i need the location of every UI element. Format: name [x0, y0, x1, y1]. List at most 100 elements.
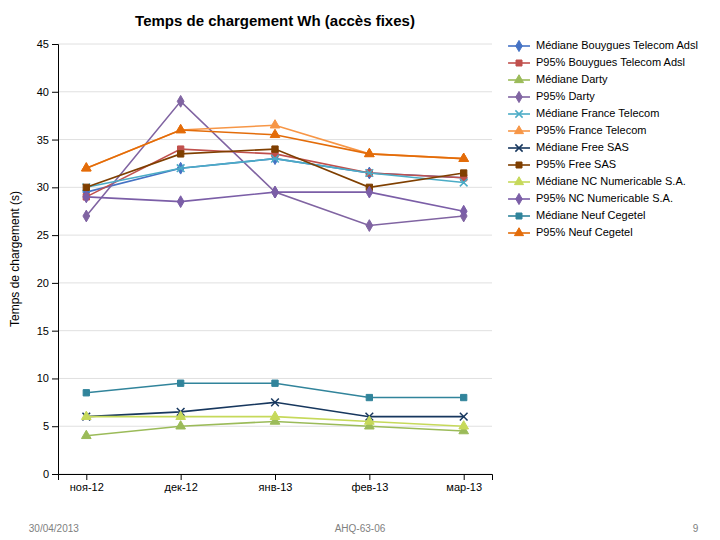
x-tick-label: мар-13: [446, 481, 482, 493]
point-marker: [365, 416, 375, 424]
legend-item: P95% France Telecom: [508, 124, 646, 136]
legend-label: Médiane NC Numericable S.A.: [536, 175, 686, 187]
legend-label: P95% Neuf Cegetel: [536, 226, 633, 238]
point-marker: [81, 163, 91, 171]
y-tick-mark: [52, 235, 58, 236]
point-marker: [272, 380, 278, 386]
point-marker: [270, 120, 280, 128]
point-marker: [177, 151, 183, 157]
series: [83, 146, 467, 200]
point-marker: [176, 411, 186, 419]
point-marker: [460, 179, 468, 187]
series: [81, 124, 468, 171]
series-line: [86, 159, 463, 188]
y-tick-mark: [52, 187, 58, 188]
legend-item: Médiane Free SAS: [508, 141, 629, 153]
legend-label: Médiane Darty: [536, 73, 608, 85]
series: [83, 186, 467, 217]
legend-item: P95% Bouygues Telecom Adsl: [508, 56, 685, 68]
y-tick: 20: [37, 277, 58, 289]
chart-title: Temps de chargement Wh (accès fixes): [135, 12, 415, 29]
point-marker: [272, 146, 278, 152]
x-tick: мар-13: [446, 474, 482, 493]
legend-swatch-marker: [516, 193, 522, 204]
y-tick-label: 20: [37, 277, 49, 289]
legend-swatch-marker: [516, 40, 522, 51]
point-marker: [83, 191, 90, 203]
point-marker: [176, 124, 186, 132]
legend-item: P95% Darty: [508, 90, 595, 103]
y-tick-label: 5: [43, 420, 49, 432]
chart-svg: 051015202530354045ноя-12дек-12янв-13фев-…: [0, 0, 720, 540]
x-tick-label: янв-13: [259, 481, 293, 493]
point-marker: [81, 430, 91, 438]
y-tick-mark: [52, 44, 58, 45]
series: [83, 95, 467, 231]
series-line: [86, 149, 463, 187]
legend-label: P95% France Telecom: [536, 124, 646, 136]
legend-item: Médiane Bouygues Telecom Adsl: [508, 39, 698, 52]
point-marker: [271, 399, 279, 407]
y-axis-title: Temps de chargement (s): [8, 191, 22, 327]
grid-line: [58, 282, 492, 283]
x-tick-mark: [464, 474, 465, 480]
point-marker: [83, 210, 90, 222]
legend-swatch-marker: [514, 228, 523, 236]
legend-swatch-marker: [516, 60, 522, 66]
grid-line: [58, 44, 492, 45]
grid-line: [58, 426, 492, 427]
point-marker: [176, 124, 186, 132]
x-tick-mark: [369, 474, 370, 480]
legend-item: Médiane NC Numericable S.A.: [508, 175, 686, 187]
footer-annotation: 9: [693, 523, 699, 534]
y-tick-label: 25: [37, 229, 49, 241]
point-marker: [459, 153, 469, 161]
point-marker: [459, 153, 469, 161]
y-tick-mark: [52, 140, 58, 141]
grid-line: [58, 378, 492, 379]
y-tick-mark: [52, 378, 58, 379]
legend: Médiane Bouygues Telecom Adsl P95% Bouygu…: [508, 39, 698, 238]
x-axis: ноя-12дек-12янв-13фев-13мар-13: [59, 474, 493, 493]
point-marker: [270, 129, 280, 137]
x-tick-mark: [275, 474, 276, 480]
legend-swatch-marker: [514, 75, 523, 83]
grid: [58, 44, 492, 474]
legend-item: P95% Neuf Cegetel: [508, 226, 633, 238]
point-marker: [270, 411, 280, 419]
point-marker: [272, 186, 279, 198]
y-axis-line: [52, 45, 59, 475]
y-tick-label: 10: [37, 372, 49, 384]
y-tick-mark: [52, 283, 58, 284]
point-marker: [366, 186, 373, 198]
grid-line: [58, 330, 492, 331]
point-marker: [461, 394, 467, 400]
y-tick: 5: [43, 420, 58, 432]
legend-item: Médiane France Telecom: [508, 107, 659, 119]
legend-swatch-marker: [516, 91, 522, 102]
series-line: [86, 125, 463, 168]
point-marker: [81, 411, 91, 419]
x-axis-line: [59, 475, 493, 481]
x-tick: фев-13: [351, 474, 388, 493]
legend-label: P95% NC Numericable S.A.: [536, 192, 673, 204]
series: [83, 146, 467, 191]
series: [81, 120, 468, 171]
legend-swatch-marker: [516, 213, 522, 219]
y-tick-label: 40: [37, 86, 49, 98]
legend-label: Médiane Free SAS: [536, 141, 629, 153]
y-tick: 15: [37, 325, 58, 337]
point-marker: [177, 380, 183, 386]
footer-annotation: AHQ-63-06: [335, 523, 386, 534]
grid-line: [58, 235, 492, 236]
y-tick-label: 30: [37, 181, 49, 193]
y-tick: 25: [37, 229, 58, 241]
grid-line: [58, 139, 492, 140]
point-marker: [271, 155, 279, 163]
marks: [81, 95, 468, 438]
legend-swatch-marker: [515, 110, 522, 117]
legend-item: Médiane Darty: [508, 73, 608, 85]
y-tick-mark: [52, 92, 58, 93]
y-tick: 40: [37, 86, 58, 98]
x-tick-mark: [86, 474, 87, 480]
